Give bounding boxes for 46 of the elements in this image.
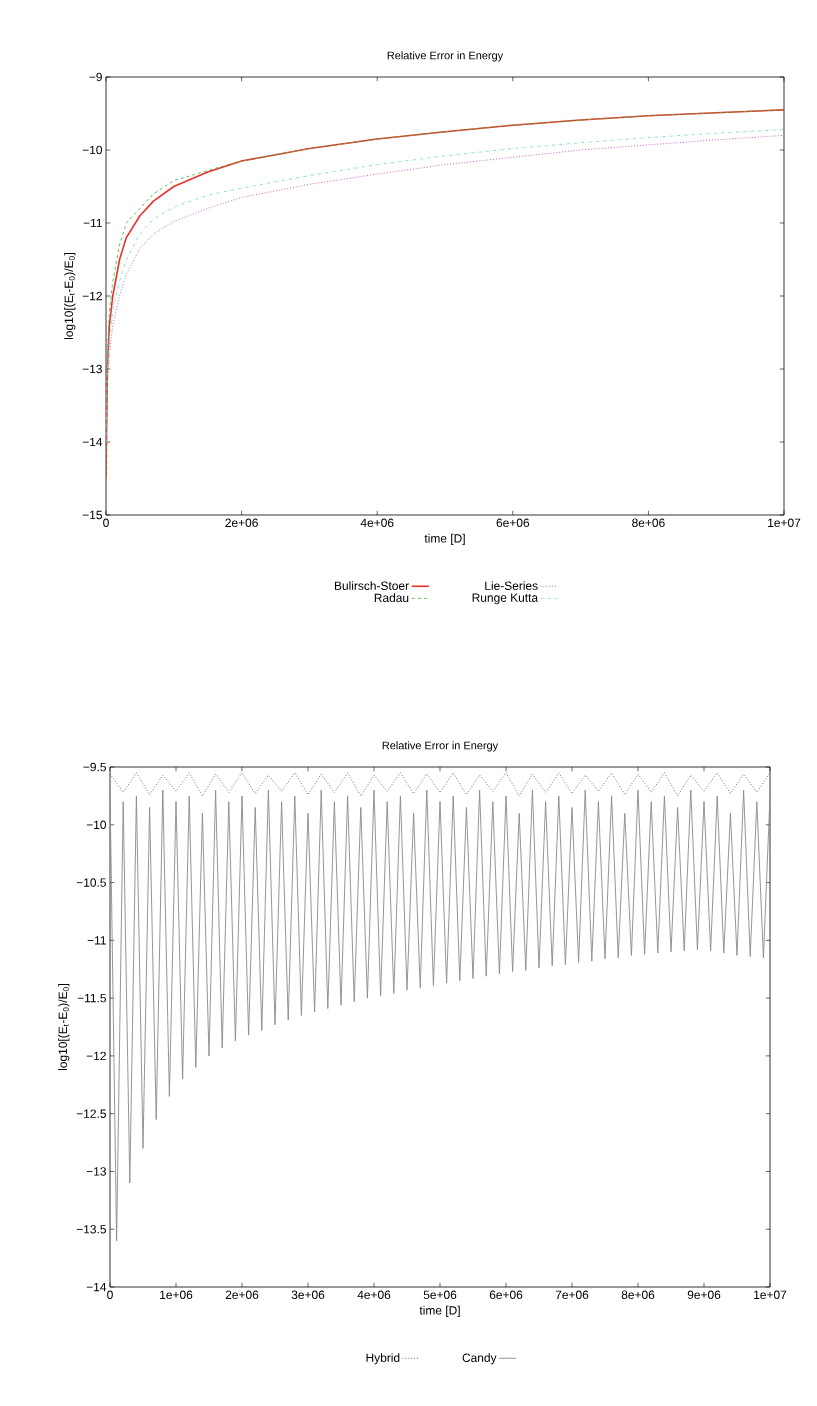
y-tick-label: −10.5 bbox=[76, 878, 106, 887]
legend-label: Radau bbox=[374, 593, 409, 603]
x-tick-label: 1e+06 bbox=[160, 1290, 193, 1299]
x-tick-label: 2e+06 bbox=[225, 1290, 259, 1299]
x-tick-label: 8e+06 bbox=[621, 1290, 655, 1299]
legend-label: Hybrid bbox=[366, 1353, 400, 1365]
y-tick-label: −12 bbox=[86, 1051, 106, 1061]
chart-title: Relative Error in Energy bbox=[387, 51, 504, 62]
legend-label: Runge Kutta bbox=[472, 593, 539, 605]
x-tick-label: 5e+06 bbox=[423, 1290, 457, 1299]
x-tick-label: 6e+06 bbox=[496, 518, 530, 527]
y-tick-label: −13.5 bbox=[76, 1225, 106, 1234]
y-tick-label: −14 bbox=[82, 437, 103, 447]
y-axis-title: log10[(E$_{t}$-E$_{0}$)/E$_{0}$] bbox=[64, 253, 76, 340]
legend-label: Bulirsch-Stoer bbox=[334, 581, 409, 590]
y-tick-label: −9 bbox=[89, 72, 102, 82]
x-tick-label: 8e+06 bbox=[632, 518, 665, 527]
x-tick-label: 1e+07 bbox=[768, 518, 801, 527]
y-tick-label: −11 bbox=[83, 218, 102, 228]
x-tick-label: 0 bbox=[103, 518, 109, 527]
x-tick-label: 3e+06 bbox=[291, 1290, 325, 1299]
legend-label: Candy bbox=[462, 1353, 497, 1365]
y-tick-label: −9.5 bbox=[83, 762, 106, 772]
y-tick-label: −11.5 bbox=[77, 993, 106, 1003]
x-tick-label: 4e+06 bbox=[357, 1290, 391, 1299]
y-tick-label: −15 bbox=[82, 510, 102, 520]
x-tick-label: 2e+06 bbox=[225, 518, 258, 527]
y-tick-label: −14 bbox=[86, 1282, 107, 1292]
y-tick-label: −12.5 bbox=[76, 1109, 106, 1118]
y-tick-label: −12 bbox=[82, 291, 102, 301]
x-tick-label: 9e+06 bbox=[687, 1290, 721, 1299]
x-axis-title: time [D] bbox=[419, 1305, 460, 1317]
x-tick-label: 1e+07 bbox=[754, 1290, 787, 1299]
x-axis-title: time [D] bbox=[424, 533, 465, 545]
y-tick-label: −10 bbox=[82, 145, 103, 155]
y-tick-label: −10 bbox=[86, 820, 107, 830]
legend-label: Lie-Series bbox=[485, 581, 538, 590]
x-tick-label: 7e+06 bbox=[555, 1290, 589, 1299]
y-axis-title: log10[(E$_{t}$-E$_{0}$)/E$_{0}$] bbox=[58, 984, 70, 1071]
y-tick-label: −13 bbox=[86, 1167, 106, 1176]
x-tick-label: 0 bbox=[107, 1290, 113, 1299]
y-tick-label: −13 bbox=[82, 364, 102, 374]
y-tick-label: −11 bbox=[87, 936, 106, 945]
x-tick-label: 6e+06 bbox=[489, 1290, 523, 1299]
x-tick-label: 4e+06 bbox=[360, 518, 394, 527]
chart-title: Relative Error in Energy bbox=[382, 741, 499, 752]
